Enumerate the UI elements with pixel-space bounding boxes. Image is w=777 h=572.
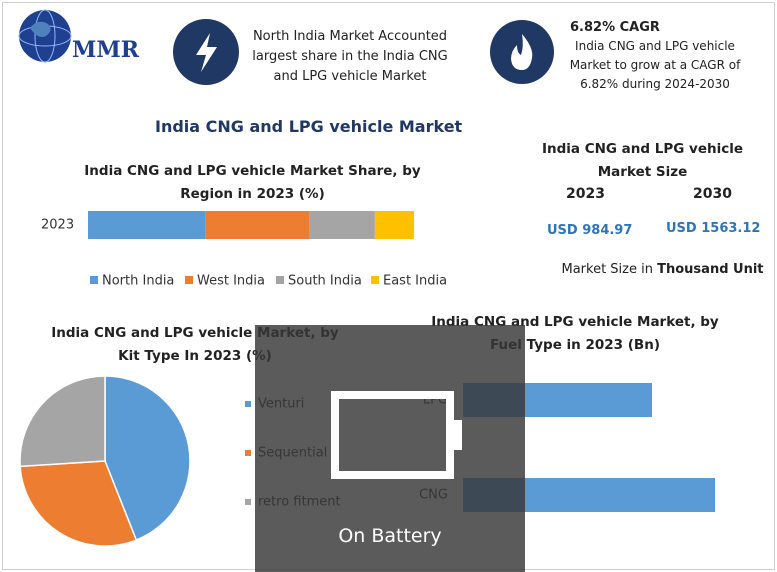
pie-slice (104, 375, 191, 542)
unit-note-text: Market Size in (561, 262, 653, 277)
year-label: 2023 (566, 186, 605, 202)
lightning-icon (173, 19, 239, 85)
legend-label: East India (383, 274, 447, 289)
bar-segment (309, 211, 375, 239)
legend-swatch (185, 276, 193, 284)
legend-swatch (371, 276, 379, 284)
category-label: 2023 (41, 218, 74, 233)
fact-title: 6.82% CAGR (570, 20, 660, 35)
logo-globe (18, 9, 72, 63)
legend-label: West India (197, 274, 265, 289)
legend-swatch (276, 276, 284, 284)
unit-note-bold: Thousand Unit (657, 262, 764, 277)
logo-text: MMR (72, 37, 140, 63)
bar-segment (205, 211, 310, 239)
unit-note: Market Size in Thousand Unit (560, 259, 765, 280)
market-size-value: USD 1563.12 (666, 221, 761, 236)
market-size-title: India CNG and LPG vehicle Market Size (541, 141, 744, 180)
bar-segment (88, 211, 206, 239)
flame-icon (490, 20, 554, 84)
legend-swatch (245, 401, 251, 407)
main-title: India CNG and LPG vehicle Market (155, 117, 463, 136)
legend-label: North India (102, 274, 174, 289)
legend-swatch (245, 450, 251, 456)
chart-title: India CNG and LPG vehicle Market Share, … (84, 163, 421, 202)
legend-label: South India (288, 274, 362, 289)
battery-icon (331, 391, 462, 479)
pie-slice (19, 375, 106, 468)
overlay-text: On Battery (338, 525, 442, 547)
pie-slice (19, 460, 138, 547)
bar-segment (374, 211, 414, 239)
battery-overlay: On Battery (255, 325, 525, 572)
year-label: 2030 (693, 186, 732, 202)
legend-swatch (245, 499, 251, 505)
market-size-value: USD 984.97 (547, 223, 633, 238)
legend-swatch (90, 276, 98, 284)
fact-text: India CNG and LPG vehicle Market to grow… (569, 39, 741, 91)
fact-text: North India Market Accounted largest sha… (252, 29, 448, 84)
